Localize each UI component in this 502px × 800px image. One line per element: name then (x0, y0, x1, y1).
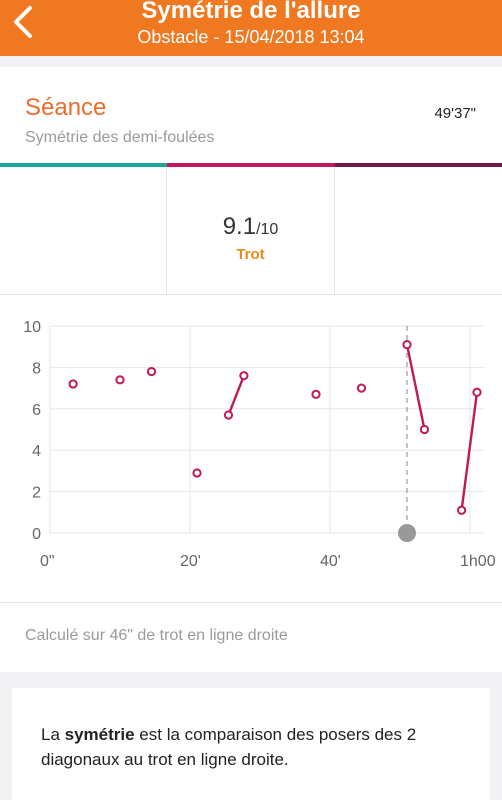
score-value: 9.1 (222, 213, 257, 240)
data-point (115, 375, 125, 385)
score-max: /10 (256, 221, 279, 238)
data-point (192, 468, 202, 478)
data-point (457, 505, 467, 515)
gait-label: Trot (236, 246, 265, 263)
data-point (68, 379, 78, 389)
x-tick-label: 0" (40, 553, 55, 570)
x-tick-label: 1h00 (460, 553, 496, 570)
info-bold: symétrie (64, 725, 135, 744)
session-card: Séance Symétrie des demi-foulées 49'37" … (0, 67, 502, 672)
y-tick-label: 4 (32, 443, 41, 460)
chevron-left-icon (14, 6, 32, 38)
calculation-note: Calculé sur 46" de trot en ligne droite (25, 627, 288, 644)
symmetry-score: 9.1/10 (167, 213, 334, 241)
session-title: Séance (25, 94, 107, 121)
data-point (472, 387, 482, 397)
data-point (356, 383, 367, 393)
segment-tab-3[interactable] (335, 167, 502, 294)
cursor-handle (398, 524, 416, 542)
data-point (402, 340, 412, 350)
data-point (146, 366, 157, 377)
series-line (405, 344, 426, 430)
app-header: Symétrie de l'allure Obstacle - 15/04/20… (0, 0, 502, 56)
x-tick-label: 20' (180, 553, 201, 570)
y-tick-label: 6 (32, 402, 41, 419)
series-line (227, 375, 246, 416)
data-point (311, 389, 321, 399)
info-prefix: La (41, 725, 65, 744)
y-tick-label: 10 (23, 319, 41, 336)
segment-tab-1[interactable] (0, 167, 167, 294)
session-duration: 49'37" (434, 105, 476, 122)
segment-tab-2[interactable]: 9.1/10 Trot (167, 167, 335, 294)
info-suffix: est la comparaison des posers des 2 diag… (41, 725, 417, 769)
segment-color-bar-1 (0, 163, 167, 167)
segment-color-bar-2 (167, 163, 335, 167)
y-tick-label: 8 (32, 360, 41, 377)
series-line (460, 392, 479, 511)
back-button[interactable] (10, 2, 40, 42)
y-tick-label: 2 (32, 485, 41, 502)
page-title: Symétrie de l'allure (141, 0, 361, 24)
symmetry-chart[interactable]: 0 2 4 6 8 10 0" 20' 40' 1h00 (0, 294, 502, 604)
data-point (419, 424, 430, 435)
data-point (223, 410, 234, 420)
info-text: La symétrie est la comparaison des poser… (41, 722, 471, 772)
divider (0, 602, 502, 603)
y-tick-label: 0 (32, 526, 41, 543)
x-tick-label: 40' (320, 553, 341, 570)
segment-color-bar-3 (335, 163, 502, 167)
page-subtitle: Obstacle - 15/04/2018 13:04 (137, 27, 365, 47)
info-card: La symétrie est la comparaison des poser… (12, 688, 490, 800)
data-point (239, 371, 249, 381)
session-subtitle: Symétrie des demi-foulées (25, 129, 215, 146)
chart-canvas: 0 2 4 6 8 10 0" 20' 40' 1h00 (23, 319, 496, 570)
divider (0, 294, 502, 295)
